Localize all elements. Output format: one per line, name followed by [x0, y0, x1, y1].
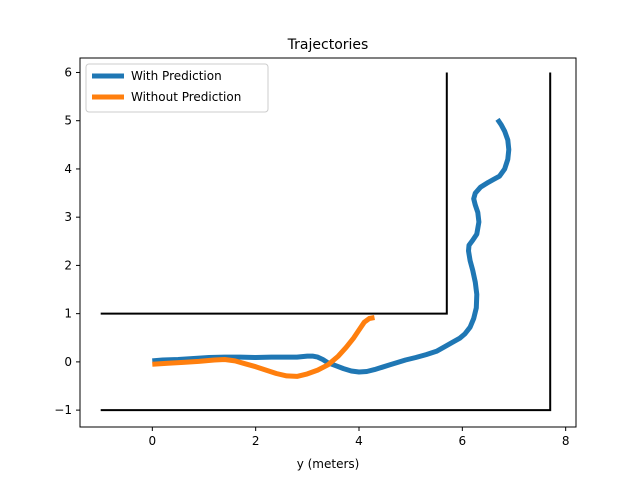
x-tick-label-0: 0: [149, 434, 157, 448]
y-tick-label-3: 3: [64, 210, 72, 224]
plot-area: 0 2 4 6 8 −1 0 1 2 3 4 5 6 With Prediction Without Pre…: [54, 57, 577, 448]
y-tick-label-2: 2: [64, 258, 72, 272]
x-tick-label-2: 2: [252, 434, 260, 448]
x-tick-label-4: 4: [355, 434, 363, 448]
y-tick-label-6: 6: [64, 65, 72, 79]
legend-box: [85, 63, 269, 113]
x-axis-label: y (meters): [297, 457, 360, 471]
axes-frame: [79, 57, 577, 428]
y-tick-label-4: 4: [64, 162, 72, 176]
legend-label-1: With Prediction: [131, 69, 222, 83]
legend-label-2: Without Prediction: [131, 90, 241, 104]
series-line-without-prediction: [152, 315, 375, 379]
y-tick-label-5: 5: [64, 114, 72, 128]
x-tick-label-6: 6: [459, 434, 467, 448]
y-tick-label-1: 1: [64, 307, 72, 321]
y-tick-label-0: 0: [64, 355, 72, 369]
chart-title: Trajectories: [287, 37, 369, 53]
wall-line-1: [100, 72, 448, 315]
series-line-with-prediction: [152, 117, 512, 375]
wall-line-2: [100, 72, 552, 412]
x-tick-label-8: 8: [562, 434, 570, 448]
y-tick-label--1: −1: [54, 403, 72, 417]
